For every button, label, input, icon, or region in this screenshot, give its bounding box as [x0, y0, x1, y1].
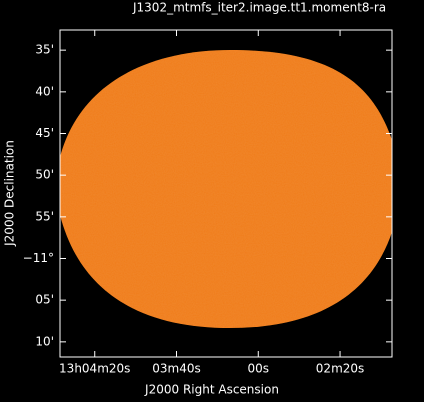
x-tick-label: 00s [248, 362, 270, 376]
y-tick-label: 50' [35, 168, 54, 182]
x-tick-label: 13h04m20s [59, 362, 130, 376]
y-tick-label: 45' [35, 126, 54, 140]
y-tick-label: 05' [35, 293, 54, 307]
plot-frame [59, 29, 393, 358]
y-tick-label: 35' [35, 43, 54, 57]
chart-title: J1302_mtmfs_iter2.image.tt1.moment8-ra [132, 1, 386, 15]
y-tick-label: 40' [35, 84, 54, 98]
y-tick-label: 55' [35, 209, 54, 223]
x-tick-label: 02m20s [316, 362, 364, 376]
y-tick-label: −11° [23, 251, 54, 265]
x-axis-label: J2000 Right Ascension [144, 383, 279, 397]
image-region [60, 50, 392, 328]
y-axis-label: J2000 Declination [3, 140, 17, 247]
x-tick-label: 03m40s [152, 362, 200, 376]
y-tick-label: 10' [35, 334, 54, 348]
